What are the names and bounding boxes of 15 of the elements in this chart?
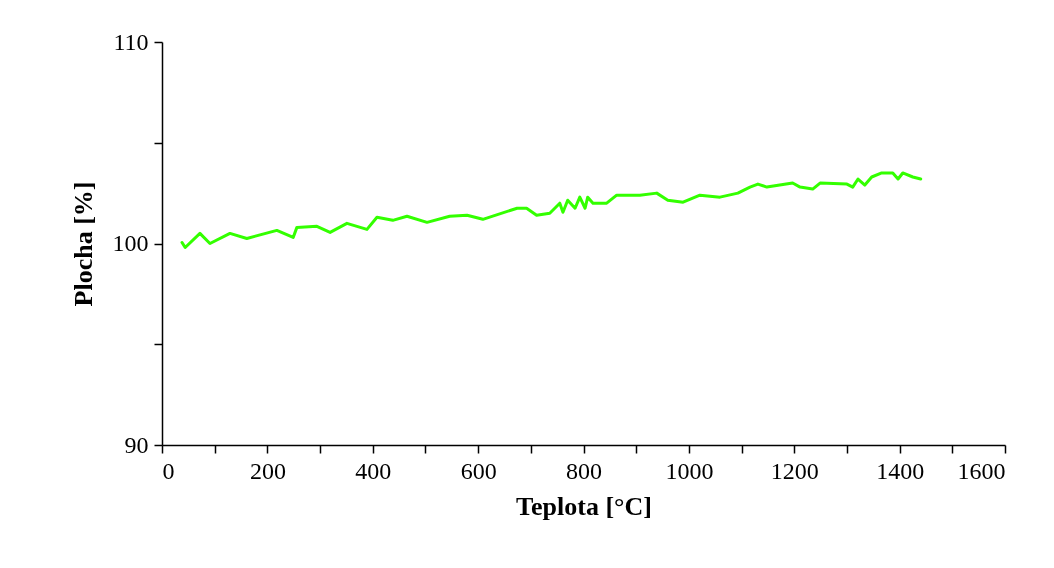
x-tick-label: 1200 (770, 457, 819, 484)
x-tick-label: 200 (249, 457, 286, 484)
y-tick-label: 110 (113, 28, 149, 55)
y-tick-label: 90 (124, 431, 149, 458)
y-axis-title: Plocha [%] (68, 181, 98, 307)
x-tick-label: 1600 (957, 457, 1006, 484)
x-tick-label: 1400 (876, 457, 925, 484)
x-axis-title: Teplota [°C] (516, 491, 652, 521)
x-tick-label: 400 (355, 457, 392, 484)
y-tick-label: 100 (112, 230, 149, 256)
x-tick-label: 1000 (665, 457, 714, 484)
x-tick-label: 600 (460, 457, 497, 484)
x-tick-label: 0 (162, 457, 175, 484)
x-tick-label: 800 (566, 457, 602, 484)
line-series (180, 171, 923, 250)
